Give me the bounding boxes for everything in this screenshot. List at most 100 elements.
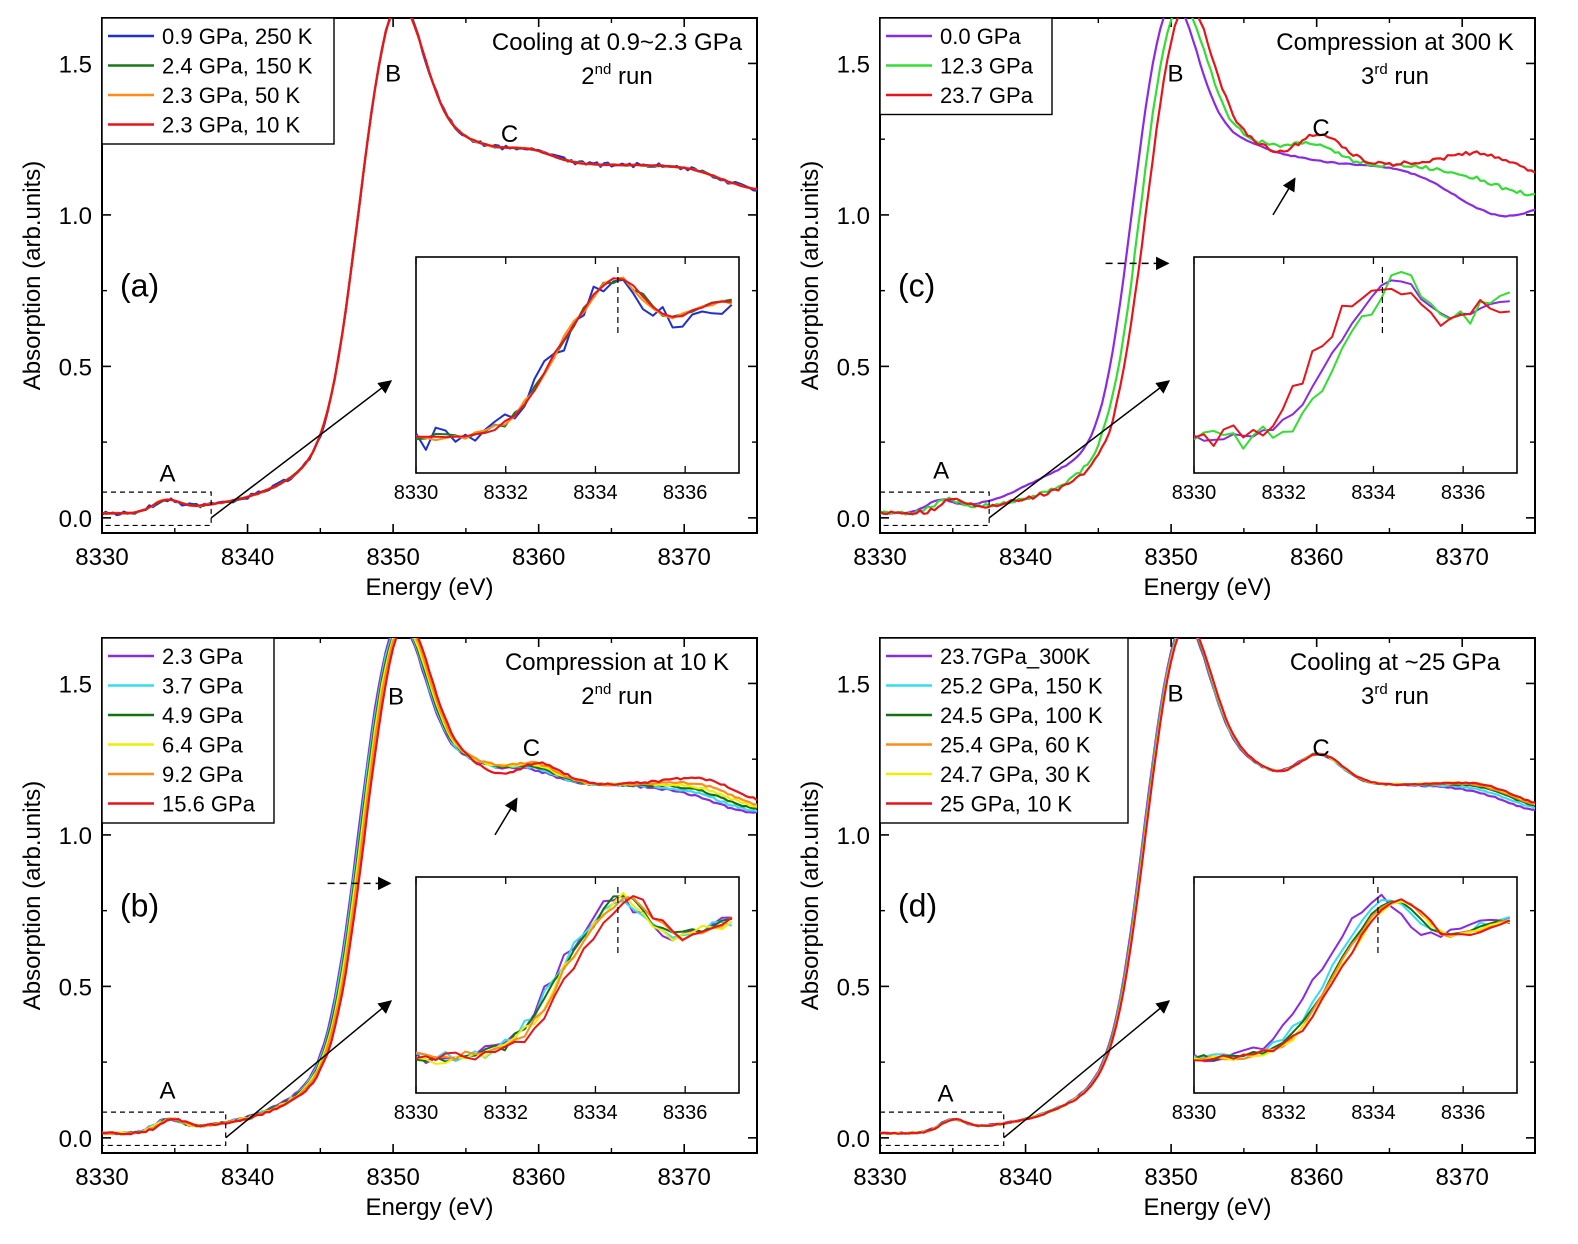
y-tick-label: 0.5 xyxy=(837,974,870,1001)
y-tick-label: 1.0 xyxy=(837,203,870,230)
x-tick-label: 8330 xyxy=(853,544,906,571)
peak-label-a: A xyxy=(159,461,175,488)
inset-area xyxy=(416,892,733,1065)
legend-label-2: 3.7 GPa xyxy=(162,674,243,699)
x-tick-label: 8360 xyxy=(1290,1164,1343,1191)
y-tick-label: 0.0 xyxy=(59,506,92,533)
x-tick-label: 8330 xyxy=(75,544,128,571)
inset-x-tick-label: 8334 xyxy=(573,1102,618,1124)
x-tick-label: 8340 xyxy=(221,544,274,571)
peak-label-c: C xyxy=(523,735,540,762)
y-tick-label: 1.0 xyxy=(59,823,92,850)
run-superscript: rd xyxy=(1374,61,1387,78)
panel-title: Cooling at ~25 GPa xyxy=(1290,649,1501,676)
run-rest: run xyxy=(1388,683,1429,710)
panel-title: Compression at 300 K xyxy=(1276,29,1513,56)
inset-x-tick-label: 8332 xyxy=(483,482,528,504)
run-number: 3 xyxy=(1361,63,1374,90)
series-line-5 xyxy=(102,638,757,1136)
run-superscript: nd xyxy=(595,61,612,78)
x-tick-label: 8370 xyxy=(1436,1164,1489,1191)
x-axis-label: Energy (eV) xyxy=(1143,1194,1271,1221)
plot-frame xyxy=(101,637,758,1154)
series-line-6 xyxy=(102,638,757,1136)
plot-frame xyxy=(879,17,1536,534)
panel-label: (c) xyxy=(898,268,935,304)
panel-run-label: 2nd run xyxy=(581,681,652,710)
x-axis-label: Energy (eV) xyxy=(365,574,493,601)
inset-frame xyxy=(415,256,740,474)
inset-x-tick-label: 8336 xyxy=(663,482,708,504)
legend-label-4: 25.4 GPa, 60 K xyxy=(940,733,1091,758)
legend-label-2: 2.4 GPa, 150 K xyxy=(162,54,313,79)
run-superscript: nd xyxy=(595,681,612,698)
y-axis-label: Absorption (arb.units) xyxy=(797,781,824,1010)
x-tick-label: 8350 xyxy=(366,1164,419,1191)
zoom-box xyxy=(101,491,212,527)
legend-label-6: 25 GPa, 10 K xyxy=(940,792,1072,817)
peak-label-c: C xyxy=(1312,115,1329,142)
chart-panel-c: 8330 8340 8350 8360 8370 0.0 0.5 1.0 1.5 Energy (… xyxy=(797,17,1536,601)
legend-label-2: 12.3 GPa xyxy=(940,54,1034,79)
feature-c-arrow xyxy=(1272,177,1296,216)
inset-plot: 8330 8332 8334 8336 xyxy=(1172,876,1518,1124)
inset-series-line-1 xyxy=(1194,893,1511,1063)
x-tick-label: 8360 xyxy=(512,1164,565,1191)
peak-label-b: B xyxy=(385,61,401,88)
zoom-box xyxy=(879,491,990,527)
feature-c-arrow xyxy=(494,797,518,836)
x-tick-label: 8370 xyxy=(658,1164,711,1191)
legend-box xyxy=(101,17,335,145)
x-tick-label: 8340 xyxy=(999,1164,1052,1191)
y-tick-label: 0.0 xyxy=(59,1126,92,1153)
peak-label-a: A xyxy=(159,1077,175,1104)
peak-label-c: C xyxy=(501,121,518,148)
x-tick-label: 8350 xyxy=(1144,1164,1197,1191)
inset-series-line-2 xyxy=(1194,271,1511,450)
peak-label-c: C xyxy=(1312,735,1329,762)
peak-label-a: A xyxy=(933,457,949,484)
panel-title: Compression at 10 K xyxy=(505,649,729,676)
plot-frame xyxy=(101,17,758,534)
legend-label-4: 6.4 GPa xyxy=(162,733,243,758)
y-tick-label: 0.0 xyxy=(837,1126,870,1153)
inset-x-tick-label: 8334 xyxy=(1351,1102,1396,1124)
x-tick-label: 8340 xyxy=(999,544,1052,571)
y-tick-label: 0.0 xyxy=(837,506,870,533)
zoom-arrow xyxy=(1003,1000,1171,1139)
inset-area xyxy=(1194,893,1511,1063)
y-tick-label: 1.5 xyxy=(837,671,870,698)
peak-label-a: A xyxy=(937,1081,953,1108)
zoom-box xyxy=(879,1111,1005,1147)
plot-area xyxy=(880,638,1535,1135)
inset-x-tick-label: 8330 xyxy=(394,482,439,504)
inset-x-tick-label: 8336 xyxy=(1441,1102,1486,1124)
series-line-3 xyxy=(880,18,1535,516)
y-axis-label: Absorption (arb.units) xyxy=(797,161,824,390)
zoom-arrow xyxy=(225,1000,393,1139)
plot-area xyxy=(102,638,757,1136)
legend-label-6: 15.6 GPa xyxy=(162,792,256,817)
y-axis-label: Absorption (arb.units) xyxy=(19,781,46,1010)
legend-label-3: 24.5 GPa, 100 K xyxy=(940,703,1103,728)
run-number: 2 xyxy=(581,683,594,710)
y-tick-label: 1.0 xyxy=(59,203,92,230)
peak-label-b: B xyxy=(1167,61,1183,88)
legend-label-1: 0.0 GPa xyxy=(940,24,1021,49)
run-rest: run xyxy=(611,683,652,710)
x-tick-label: 8360 xyxy=(512,544,565,571)
inset-series-line-6 xyxy=(416,895,733,1062)
peak-label-b: B xyxy=(1167,681,1183,708)
x-tick-label: 8330 xyxy=(75,1164,128,1191)
panel-label: (d) xyxy=(898,888,937,924)
inset-x-tick-label: 8332 xyxy=(1261,482,1306,504)
inset-x-tick-label: 8332 xyxy=(483,1102,528,1124)
zoom-arrow xyxy=(210,380,393,519)
inset-frame xyxy=(1193,876,1518,1094)
x-tick-label: 8350 xyxy=(366,544,419,571)
y-tick-label: 0.5 xyxy=(837,354,870,381)
legend-box xyxy=(879,637,1129,824)
plot-frame xyxy=(879,637,1536,1154)
inset-plot: 8330 8332 8334 8336 xyxy=(1172,256,1518,504)
